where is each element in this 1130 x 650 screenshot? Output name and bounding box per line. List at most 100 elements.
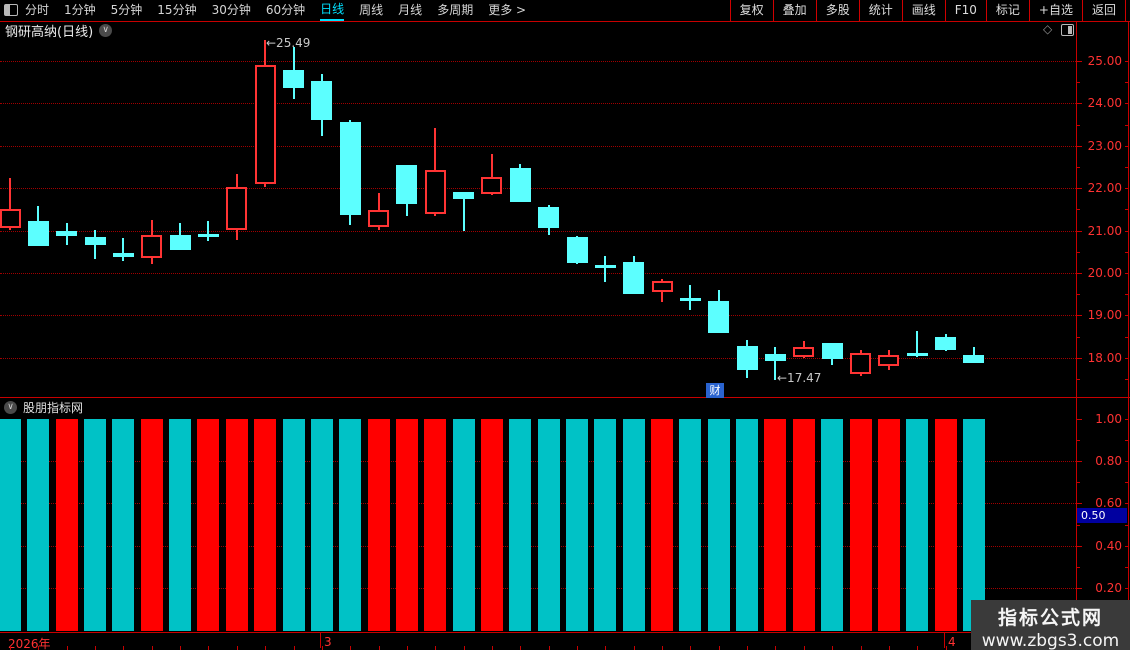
indicator-name: 股朋指标网 — [23, 401, 84, 415]
menu-item-0[interactable]: 分时 — [25, 3, 50, 17]
menu-item-2[interactable]: 5分钟 — [110, 3, 143, 17]
axis-tick — [1125, 419, 1128, 420]
toolbar-item-6[interactable]: 标记 — [985, 0, 1029, 21]
axis-tick — [1125, 209, 1128, 211]
candle-body — [935, 337, 957, 351]
menu-item-1[interactable]: 1分钟 — [64, 3, 96, 17]
candle-body — [623, 261, 645, 294]
date-tick — [888, 646, 890, 650]
menu-item-4[interactable]: 30分钟 — [211, 3, 251, 17]
candle-body — [594, 264, 616, 268]
axis-tick — [1125, 61, 1128, 62]
chevron-down-circle-icon[interactable]: ∨ — [99, 23, 113, 37]
indicator-bar — [225, 419, 248, 631]
gridline — [0, 315, 1076, 317]
date-tick — [208, 646, 210, 650]
month-label: 4 — [948, 635, 956, 649]
candle-body — [27, 220, 49, 246]
date-tick — [38, 646, 40, 650]
high-annotation: ←25.49 — [266, 36, 311, 50]
date-tick — [378, 646, 380, 650]
indicator-value-badge: 0.50 — [1077, 508, 1127, 523]
date-tick — [633, 646, 635, 650]
date-tick — [577, 646, 578, 650]
menu-item-9[interactable]: 多周期 — [437, 3, 474, 17]
candle-body — [424, 170, 446, 214]
axis-tick — [1125, 482, 1128, 484]
toolbar-item-7[interactable]: +自选 — [1028, 0, 1082, 21]
watermark-title: 指标公式网 — [997, 607, 1103, 629]
candle-body — [311, 80, 333, 121]
toolbar-item-0[interactable]: 复权 — [729, 0, 773, 21]
indicator-bar — [452, 419, 475, 631]
low-annotation: ←17.47 — [777, 371, 822, 385]
menu-item-6[interactable]: 日线 — [320, 0, 345, 21]
axis-tick — [1077, 419, 1082, 420]
price-axis-label: 22.00 — [1087, 181, 1122, 196]
candle-wick — [689, 284, 692, 311]
axis-tick — [1077, 273, 1082, 274]
panel-split-icon[interactable] — [1061, 24, 1074, 36]
candle-wick — [774, 347, 777, 381]
date-tick — [860, 646, 862, 650]
watermark-url: www.zbgs3.com — [981, 631, 1120, 650]
candle-wick — [462, 191, 465, 231]
axis-tick — [1125, 188, 1128, 190]
candle-wick — [207, 221, 210, 241]
axis-tick — [1125, 82, 1128, 84]
toolbar-item-8[interactable]: 返回 — [1081, 0, 1126, 21]
indicator-bar — [821, 419, 844, 631]
diamond-icon[interactable]: ◇ — [1043, 22, 1053, 36]
axis-tick — [1077, 103, 1082, 105]
indicator-pane[interactable] — [0, 418, 1076, 632]
candle-body — [226, 187, 248, 231]
date-tick — [151, 646, 153, 650]
indicator-bar — [367, 419, 390, 631]
toolbar-item-2[interactable]: 多股 — [815, 0, 859, 21]
date-tick — [803, 646, 805, 650]
menu-item-10[interactable]: 更多 > — [488, 3, 527, 17]
toolbar-item-5[interactable]: F10 — [944, 0, 986, 21]
candlestick-pane[interactable] — [0, 38, 1076, 397]
price-axis-label: 23.00 — [1087, 138, 1122, 153]
panel-toggle-icon[interactable] — [4, 4, 18, 16]
date-tick — [463, 646, 465, 650]
indicator-bar — [764, 419, 787, 631]
menu-item-8[interactable]: 月线 — [398, 3, 423, 17]
gridline — [0, 103, 1076, 105]
toolbar-item-4[interactable]: 画线 — [901, 0, 945, 21]
date-tick — [10, 646, 11, 650]
date-tick — [775, 646, 777, 650]
candle-body — [56, 230, 78, 237]
indicator-bar — [679, 419, 702, 631]
axis-tick — [1125, 524, 1128, 526]
menu-item-7[interactable]: 周线 — [359, 3, 384, 17]
indicator-bar — [792, 419, 815, 631]
axis-tick — [1077, 524, 1080, 526]
menu-item-3[interactable]: 15分钟 — [157, 3, 197, 17]
gridline — [0, 273, 1076, 274]
candle-body — [169, 234, 191, 250]
indicator-axis-label: 1.00 — [1095, 412, 1122, 426]
axis-tick — [1077, 167, 1080, 168]
indicator-bar — [651, 419, 674, 631]
axis-border-right — [1128, 22, 1129, 649]
date-tick — [832, 646, 834, 650]
toolbar-item-3[interactable]: 统计 — [858, 0, 902, 21]
menu-item-5[interactable]: 60分钟 — [265, 3, 306, 17]
indicator-bar — [509, 419, 532, 631]
candle-body — [112, 253, 134, 258]
menubar-left-items: 分时 1分钟 5分钟 15分钟 30分钟 60分钟 日线 周线 月线 多周期 更多 > — [25, 0, 526, 21]
indicator-bar — [84, 419, 107, 631]
toolbar-item-1[interactable]: 叠加 — [772, 0, 816, 21]
axis-tick — [1125, 566, 1128, 568]
axis-tick — [1077, 566, 1080, 568]
date-tick — [690, 646, 692, 650]
event-marker-badge[interactable]: 财 — [706, 383, 724, 398]
axis-tick — [1125, 503, 1128, 505]
indicator-axis-label: 0.40 — [1095, 538, 1122, 553]
axis-tick — [1125, 461, 1128, 463]
chevron-down-circle-icon[interactable]: ∨ — [4, 401, 17, 414]
candle-wick — [9, 177, 11, 230]
axis-tick — [1125, 251, 1128, 253]
